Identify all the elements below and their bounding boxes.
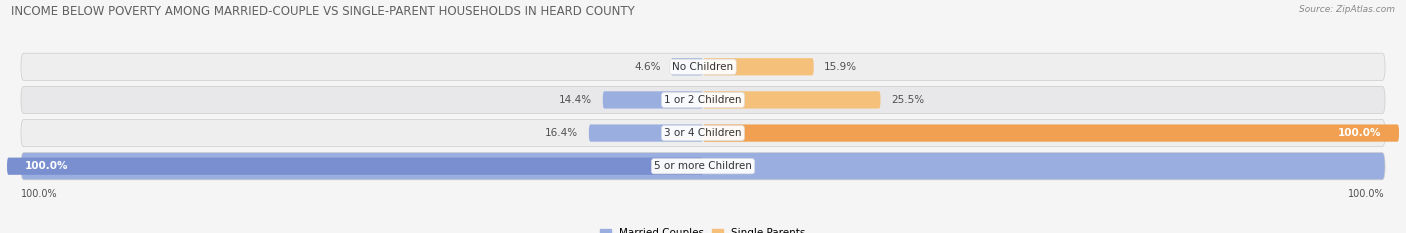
FancyBboxPatch shape [7, 158, 703, 175]
FancyBboxPatch shape [703, 124, 1399, 142]
FancyBboxPatch shape [21, 86, 1385, 113]
Text: 16.4%: 16.4% [546, 128, 578, 138]
Text: 0.0%: 0.0% [717, 161, 744, 171]
Text: 1 or 2 Children: 1 or 2 Children [664, 95, 742, 105]
Text: No Children: No Children [672, 62, 734, 72]
Text: 100.0%: 100.0% [24, 161, 67, 171]
Text: 4.6%: 4.6% [634, 62, 661, 72]
FancyBboxPatch shape [703, 91, 880, 109]
Text: INCOME BELOW POVERTY AMONG MARRIED-COUPLE VS SINGLE-PARENT HOUSEHOLDS IN HEARD C: INCOME BELOW POVERTY AMONG MARRIED-COUPL… [11, 5, 636, 18]
FancyBboxPatch shape [21, 120, 1385, 147]
Text: 15.9%: 15.9% [824, 62, 858, 72]
FancyBboxPatch shape [21, 153, 1385, 180]
FancyBboxPatch shape [21, 53, 1385, 80]
FancyBboxPatch shape [703, 58, 814, 75]
FancyBboxPatch shape [603, 91, 703, 109]
Text: 100.0%: 100.0% [1339, 128, 1382, 138]
Text: 3 or 4 Children: 3 or 4 Children [664, 128, 742, 138]
Text: 100.0%: 100.0% [21, 189, 58, 199]
Text: 25.5%: 25.5% [891, 95, 924, 105]
FancyBboxPatch shape [589, 124, 703, 142]
Legend: Married Couples, Single Parents: Married Couples, Single Parents [596, 224, 810, 233]
FancyBboxPatch shape [671, 58, 703, 75]
Text: 100.0%: 100.0% [1348, 189, 1385, 199]
Text: Source: ZipAtlas.com: Source: ZipAtlas.com [1299, 5, 1395, 14]
Text: 14.4%: 14.4% [560, 95, 592, 105]
Text: 5 or more Children: 5 or more Children [654, 161, 752, 171]
